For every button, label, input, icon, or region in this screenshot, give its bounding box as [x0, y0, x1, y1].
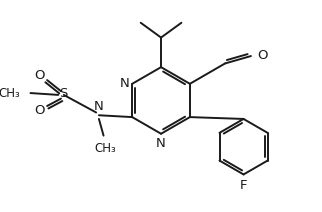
Text: O: O — [34, 69, 45, 82]
Text: N: N — [94, 100, 104, 113]
Text: CH₃: CH₃ — [95, 142, 116, 155]
Text: F: F — [240, 179, 247, 192]
Text: N: N — [120, 77, 129, 90]
Text: O: O — [257, 49, 268, 62]
Text: N: N — [156, 137, 166, 149]
Text: O: O — [34, 104, 45, 117]
Text: CH₃: CH₃ — [0, 86, 20, 100]
Text: S: S — [60, 88, 68, 100]
